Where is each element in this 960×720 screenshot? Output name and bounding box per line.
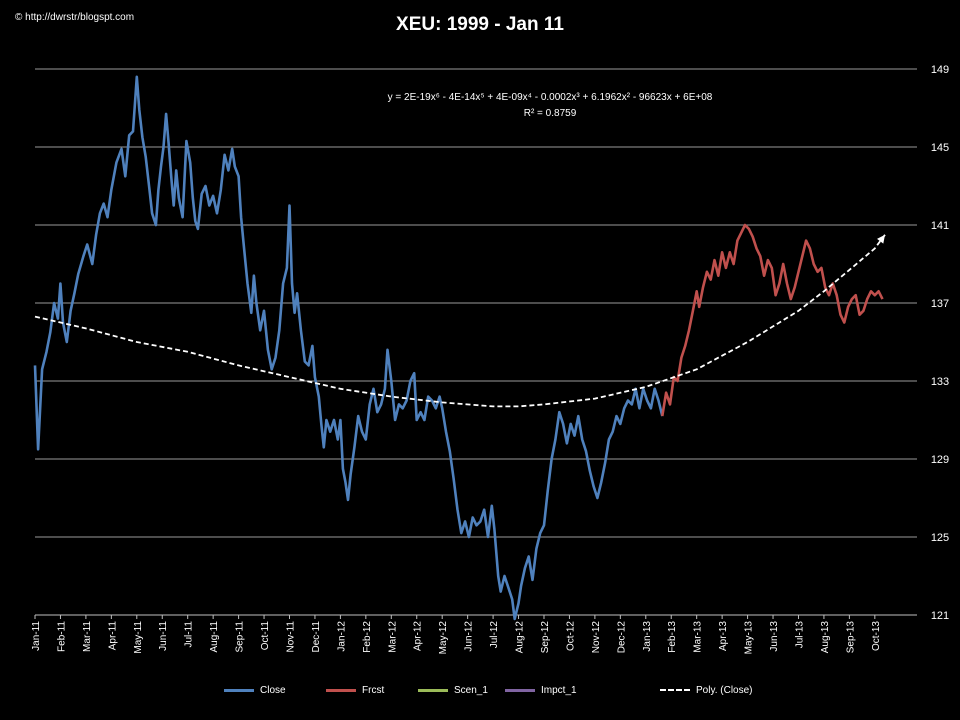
series-line-close — [33, 75, 664, 621]
x-tick-label: Oct-11 — [260, 621, 271, 651]
x-tick-label: Sep-11 — [235, 621, 246, 653]
legend-item: Close — [224, 682, 286, 698]
y-tick-label: 137 — [931, 298, 949, 310]
y-tick-label: 129 — [931, 454, 949, 466]
trendline-equation: y = 2E-19x⁶ - 4E-14x⁵ + 4E-09x⁴ - 0.0002… — [388, 92, 713, 103]
r-squared: R² = 0.8759 — [524, 108, 577, 119]
x-tick-label: Aug-12 — [515, 621, 526, 654]
x-tick-label: Aug-11 — [209, 621, 220, 653]
x-tick-label: Apr-12 — [413, 621, 424, 651]
legend-label: Scen_1 — [454, 684, 488, 696]
legend-item: Impct_1 — [505, 682, 577, 698]
x-tick-label: Apr-13 — [718, 621, 729, 651]
x-tick-label: May-13 — [744, 621, 755, 655]
x-tick-label: Sep-12 — [540, 621, 551, 654]
line-chart: 121 125 129 133 137 141 145 149 Jan-11 Feb-11 Mar… — [31, 64, 949, 654]
series-lines — [33, 75, 886, 621]
x-tick-label: Nov-11 — [285, 621, 296, 653]
x-tick-label: May-11 — [133, 621, 144, 654]
x-axis: Jan-11 Feb-11 Mar-11 Apr-11 May-11 Jun-11 Jul-… — [31, 615, 882, 654]
legend-swatch — [505, 688, 535, 692]
x-tick-label: Aug-13 — [820, 621, 831, 654]
x-tick-label: Jul-11 — [184, 621, 195, 648]
legend-swatch — [418, 688, 448, 692]
x-tick-label: Jun-12 — [464, 621, 475, 652]
watermark: © http://dwrstr/blogspt.com — [15, 12, 135, 23]
legend-swatch — [224, 688, 254, 692]
x-tick-label: Dec-11 — [311, 621, 322, 653]
y-tick-label: 145 — [931, 142, 949, 154]
series-line-frcst — [661, 223, 884, 417]
y-tick-label: 121 — [931, 610, 949, 622]
legend-label: Poly. (Close) — [696, 684, 753, 696]
legend-swatch — [660, 689, 690, 691]
y-tick-label: 149 — [931, 64, 949, 76]
legend-item: Frcst — [326, 682, 384, 698]
x-tick-label: Sep-13 — [845, 621, 856, 654]
x-tick-label: May-12 — [438, 621, 449, 655]
x-tick-label: Mar-12 — [387, 621, 398, 653]
y-tick-label: 125 — [931, 532, 949, 544]
x-tick-label: Dec-12 — [616, 621, 627, 654]
x-tick-label: Oct-12 — [565, 621, 576, 651]
x-tick-label: Mar-13 — [693, 621, 704, 653]
gridlines — [35, 68, 917, 616]
legend-item: Poly. (Close) — [660, 682, 753, 698]
x-tick-label: Feb-11 — [56, 621, 67, 652]
legend-label: Close — [260, 684, 286, 696]
legend-swatch — [326, 688, 356, 692]
x-tick-label: Feb-12 — [362, 621, 373, 653]
x-tick-label: Jul-13 — [794, 621, 805, 649]
y-tick-label: 133 — [931, 376, 949, 388]
legend: Close Frcst Scen_1 Impct_1 Poly. (Close) — [0, 682, 960, 698]
y-axis-ticks: 121 125 129 133 137 141 145 149 — [931, 64, 949, 622]
legend-label: Frcst — [362, 684, 385, 696]
x-tick-label: Jun-13 — [769, 621, 780, 652]
x-tick-label: Oct-13 — [871, 621, 882, 651]
chart-title: XEU: 1999 - Jan 11 — [396, 14, 564, 35]
x-tick-label: Jan-13 — [642, 621, 653, 652]
legend-label: Impct_1 — [541, 684, 577, 696]
x-tick-label: Nov-12 — [591, 621, 602, 654]
x-tick-label: Jun-11 — [158, 621, 169, 651]
legend-item: Scen_1 — [418, 682, 488, 698]
x-tick-label: Jan-12 — [336, 621, 347, 652]
x-tick-label: Mar-11 — [82, 621, 93, 652]
x-tick-label: Feb-13 — [667, 621, 678, 653]
x-tick-label: Jul-12 — [489, 621, 500, 649]
y-tick-label: 141 — [931, 220, 949, 232]
trendline-arrowhead — [877, 234, 886, 244]
x-tick-label: Jan-11 — [31, 621, 42, 651]
x-tick-label: Apr-11 — [107, 621, 118, 651]
